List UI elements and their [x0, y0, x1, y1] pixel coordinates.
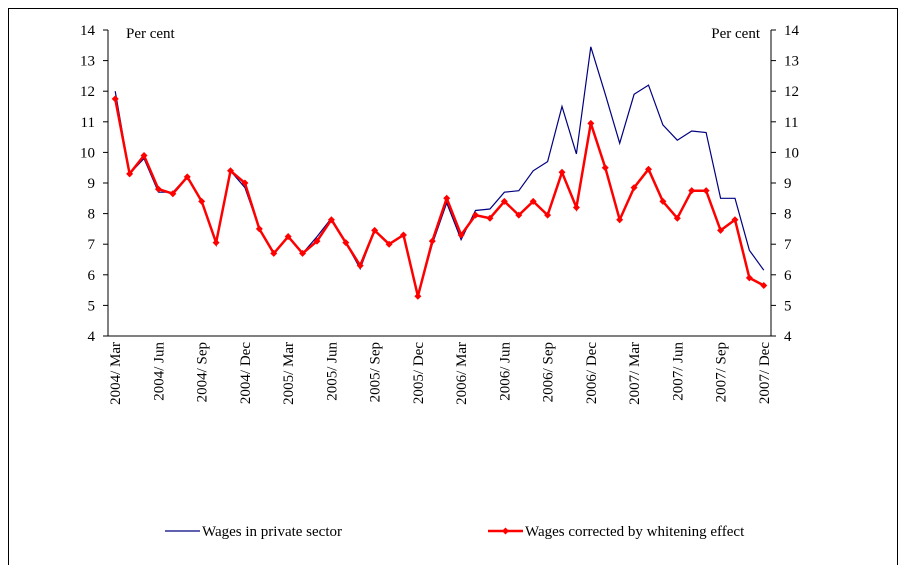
point-marker: [731, 216, 739, 224]
series-line: [114, 46, 765, 297]
x-tick-label: 2006/ Mar: [454, 342, 470, 405]
point-marker: [385, 240, 393, 248]
y2-axis-label: Per cent: [711, 26, 761, 42]
x-tick-label: 2005/ Mar: [281, 342, 297, 405]
y2-tick-label: 12: [784, 84, 799, 100]
x-tick-label: 2005/ Dec: [411, 342, 427, 404]
y-tick-label: 12: [80, 84, 95, 100]
point-marker: [659, 197, 667, 205]
point-marker: [457, 231, 465, 239]
point-marker: [486, 214, 494, 222]
point-marker: [616, 216, 624, 224]
x-tick-label: 2006/ Dec: [584, 342, 600, 404]
point-marker: [760, 282, 768, 290]
point-marker: [299, 249, 307, 257]
x-tick-label: 2007/ Sep: [714, 342, 730, 402]
point-marker: [529, 197, 537, 205]
point-marker: [515, 211, 523, 219]
point-marker: [414, 292, 422, 300]
point-marker: [717, 226, 725, 234]
legend-label: Wages corrected by whitening effect: [525, 524, 745, 540]
point-marker: [241, 179, 249, 187]
point-marker: [154, 185, 162, 193]
x-tick-label: 2005/ Jun: [324, 342, 340, 401]
point-marker: [270, 249, 278, 257]
y-tick-label: 5: [88, 298, 96, 314]
point-marker: [313, 237, 321, 245]
y2-tick-label: 7: [784, 237, 792, 253]
point-marker: [500, 197, 508, 205]
x-tick-label: 2007/ Dec: [757, 342, 773, 404]
point-marker: [169, 190, 177, 198]
y2-tick-label: 13: [784, 54, 799, 70]
point-marker: [183, 173, 191, 181]
y-tick-label: 14: [80, 23, 96, 39]
y2-tick-label: 14: [784, 23, 800, 39]
x-tick-label: 2004/ Dec: [238, 342, 254, 404]
legend-marker: [502, 527, 509, 535]
point-marker: [342, 239, 350, 247]
y-tick-label: 11: [81, 115, 95, 131]
x-tick-label: 2007/ Jun: [670, 342, 686, 401]
point-marker: [212, 239, 220, 247]
y-tick-label: 10: [80, 145, 95, 161]
point-marker: [558, 168, 566, 176]
x-tick-label: 2005/ Sep: [368, 342, 384, 402]
x-tick-label: 2007/ Mar: [627, 342, 643, 405]
y2-tick-label: 6: [784, 268, 792, 284]
point-marker: [688, 187, 696, 195]
y2-tick-label: 5: [784, 298, 792, 314]
point-marker: [255, 225, 263, 233]
point-marker: [644, 165, 652, 173]
y-tick-label: 4: [88, 329, 96, 345]
point-marker: [443, 194, 451, 202]
y2-tick-label: 8: [784, 207, 792, 223]
y2-tick-label: 11: [784, 115, 798, 131]
point-marker: [126, 170, 134, 178]
point-marker: [673, 214, 681, 222]
point-marker: [587, 119, 595, 127]
point-marker: [745, 274, 753, 282]
y-tick-label: 13: [80, 54, 95, 70]
series-line: [113, 98, 765, 297]
y2-tick-label: 4: [784, 329, 792, 345]
y2-tick-label: 9: [784, 176, 792, 192]
point-marker: [356, 262, 364, 270]
point-marker: [327, 216, 335, 224]
point-marker: [472, 211, 480, 219]
y-tick-label: 9: [88, 176, 96, 192]
x-tick-label: 2004/ Sep: [195, 342, 211, 402]
point-marker: [630, 184, 638, 192]
x-tick-label: 2004/ Mar: [108, 342, 124, 405]
point-marker: [198, 197, 206, 205]
point-marker: [284, 233, 292, 241]
chart-border: [8, 8, 898, 570]
point-marker: [399, 231, 407, 239]
y-tick-label: 8: [88, 207, 96, 223]
point-marker: [111, 95, 119, 103]
legend-label: Wages in private sector: [202, 524, 342, 540]
point-marker: [371, 226, 379, 234]
point-marker: [227, 167, 235, 175]
x-tick-label: 2004/ Jun: [151, 342, 167, 401]
point-marker: [428, 237, 436, 245]
y2-tick-label: 10: [784, 145, 799, 161]
x-tick-label: 2006/ Sep: [541, 342, 557, 402]
x-tick-label: 2006/ Jun: [497, 342, 513, 401]
point-marker: [601, 164, 609, 172]
point-marker: [140, 151, 148, 159]
y-tick-label: 7: [88, 237, 96, 253]
point-marker: [572, 203, 580, 211]
point-marker: [544, 211, 552, 219]
y-tick-label: 6: [88, 268, 96, 284]
y-axis-label: Per cent: [126, 26, 176, 42]
point-marker: [702, 187, 710, 195]
